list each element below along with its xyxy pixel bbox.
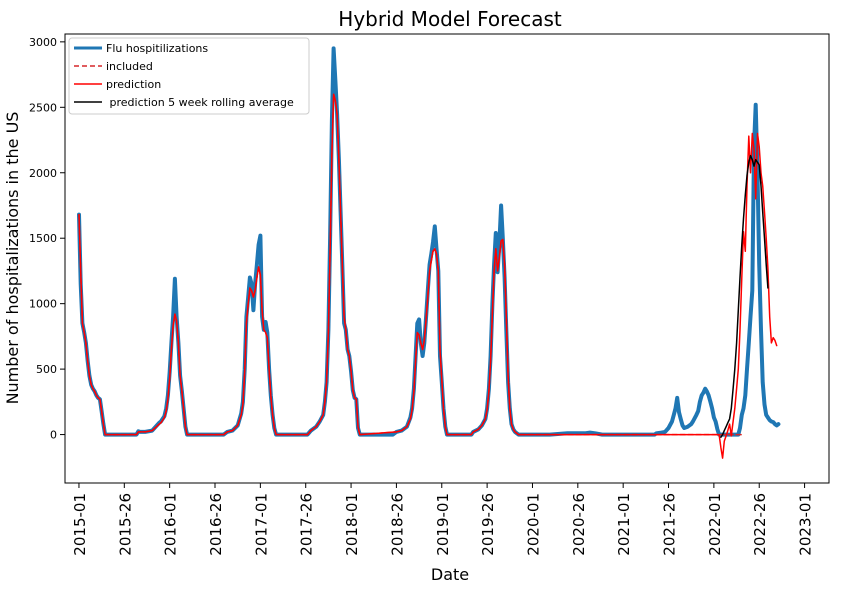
y-tick-label: 1000: [29, 298, 57, 311]
plot-area: [64, 33, 830, 484]
legend-label-1: included: [106, 60, 153, 73]
series-line-3: [720, 154, 769, 438]
x-tick-label: 2020-26: [570, 493, 588, 556]
series-layer: [77, 46, 781, 459]
chart-title: Hybrid Model Forecast: [338, 7, 562, 31]
x-tick-label: 2018-01: [343, 493, 361, 556]
legend-label-0: Flu hospitilizations: [106, 42, 208, 55]
x-tick-label: 2020-01: [525, 493, 543, 556]
x-tick-label: 2016-26: [207, 493, 225, 556]
legend-label-3: prediction 5 week rolling average: [106, 96, 294, 109]
y-axis: 0 500 1000 1500 2000 2500 3000: [29, 36, 65, 442]
x-tick-label: 2021-01: [615, 493, 633, 556]
x-tick-label: 2019-26: [479, 493, 497, 556]
y-tick-label: 3000: [29, 36, 57, 49]
x-tick-label: 2015-26: [116, 493, 134, 556]
x-tick-label: 2017-01: [252, 493, 270, 556]
x-axis-label: Date: [431, 565, 469, 584]
y-tick-label: 2500: [29, 101, 57, 114]
x-tick-label: 2022-26: [751, 493, 769, 556]
x-tick-label: 2023-01: [797, 493, 815, 556]
x-tick-label: 2018-26: [388, 493, 406, 556]
x-tick-label: 2015-01: [71, 493, 89, 556]
y-tick-label: 1500: [29, 232, 57, 245]
series-line-2: [78, 93, 778, 459]
y-tick-label: 0: [50, 429, 57, 442]
x-tick-label: 2019-01: [434, 493, 452, 556]
y-tick-label: 500: [36, 363, 57, 376]
legend: Flu hospitilizations included prediction p…: [68, 37, 310, 115]
legend-frame: [68, 37, 310, 115]
y-tick-label: 2000: [29, 167, 57, 180]
x-axis: 2015-01 2015-26 2016-01 2016-26 2017-01 2017-…: [71, 483, 815, 556]
y-axis-label: Number of hospitalizations in the US: [3, 112, 22, 405]
x-tick-label: 2021-26: [661, 493, 679, 556]
series-line-1: [78, 93, 743, 436]
x-tick-label: 2017-26: [298, 493, 316, 556]
legend-label-2: prediction: [106, 78, 161, 91]
x-tick-label: 2022-01: [706, 493, 724, 556]
x-tick-label: 2016-01: [162, 493, 180, 556]
